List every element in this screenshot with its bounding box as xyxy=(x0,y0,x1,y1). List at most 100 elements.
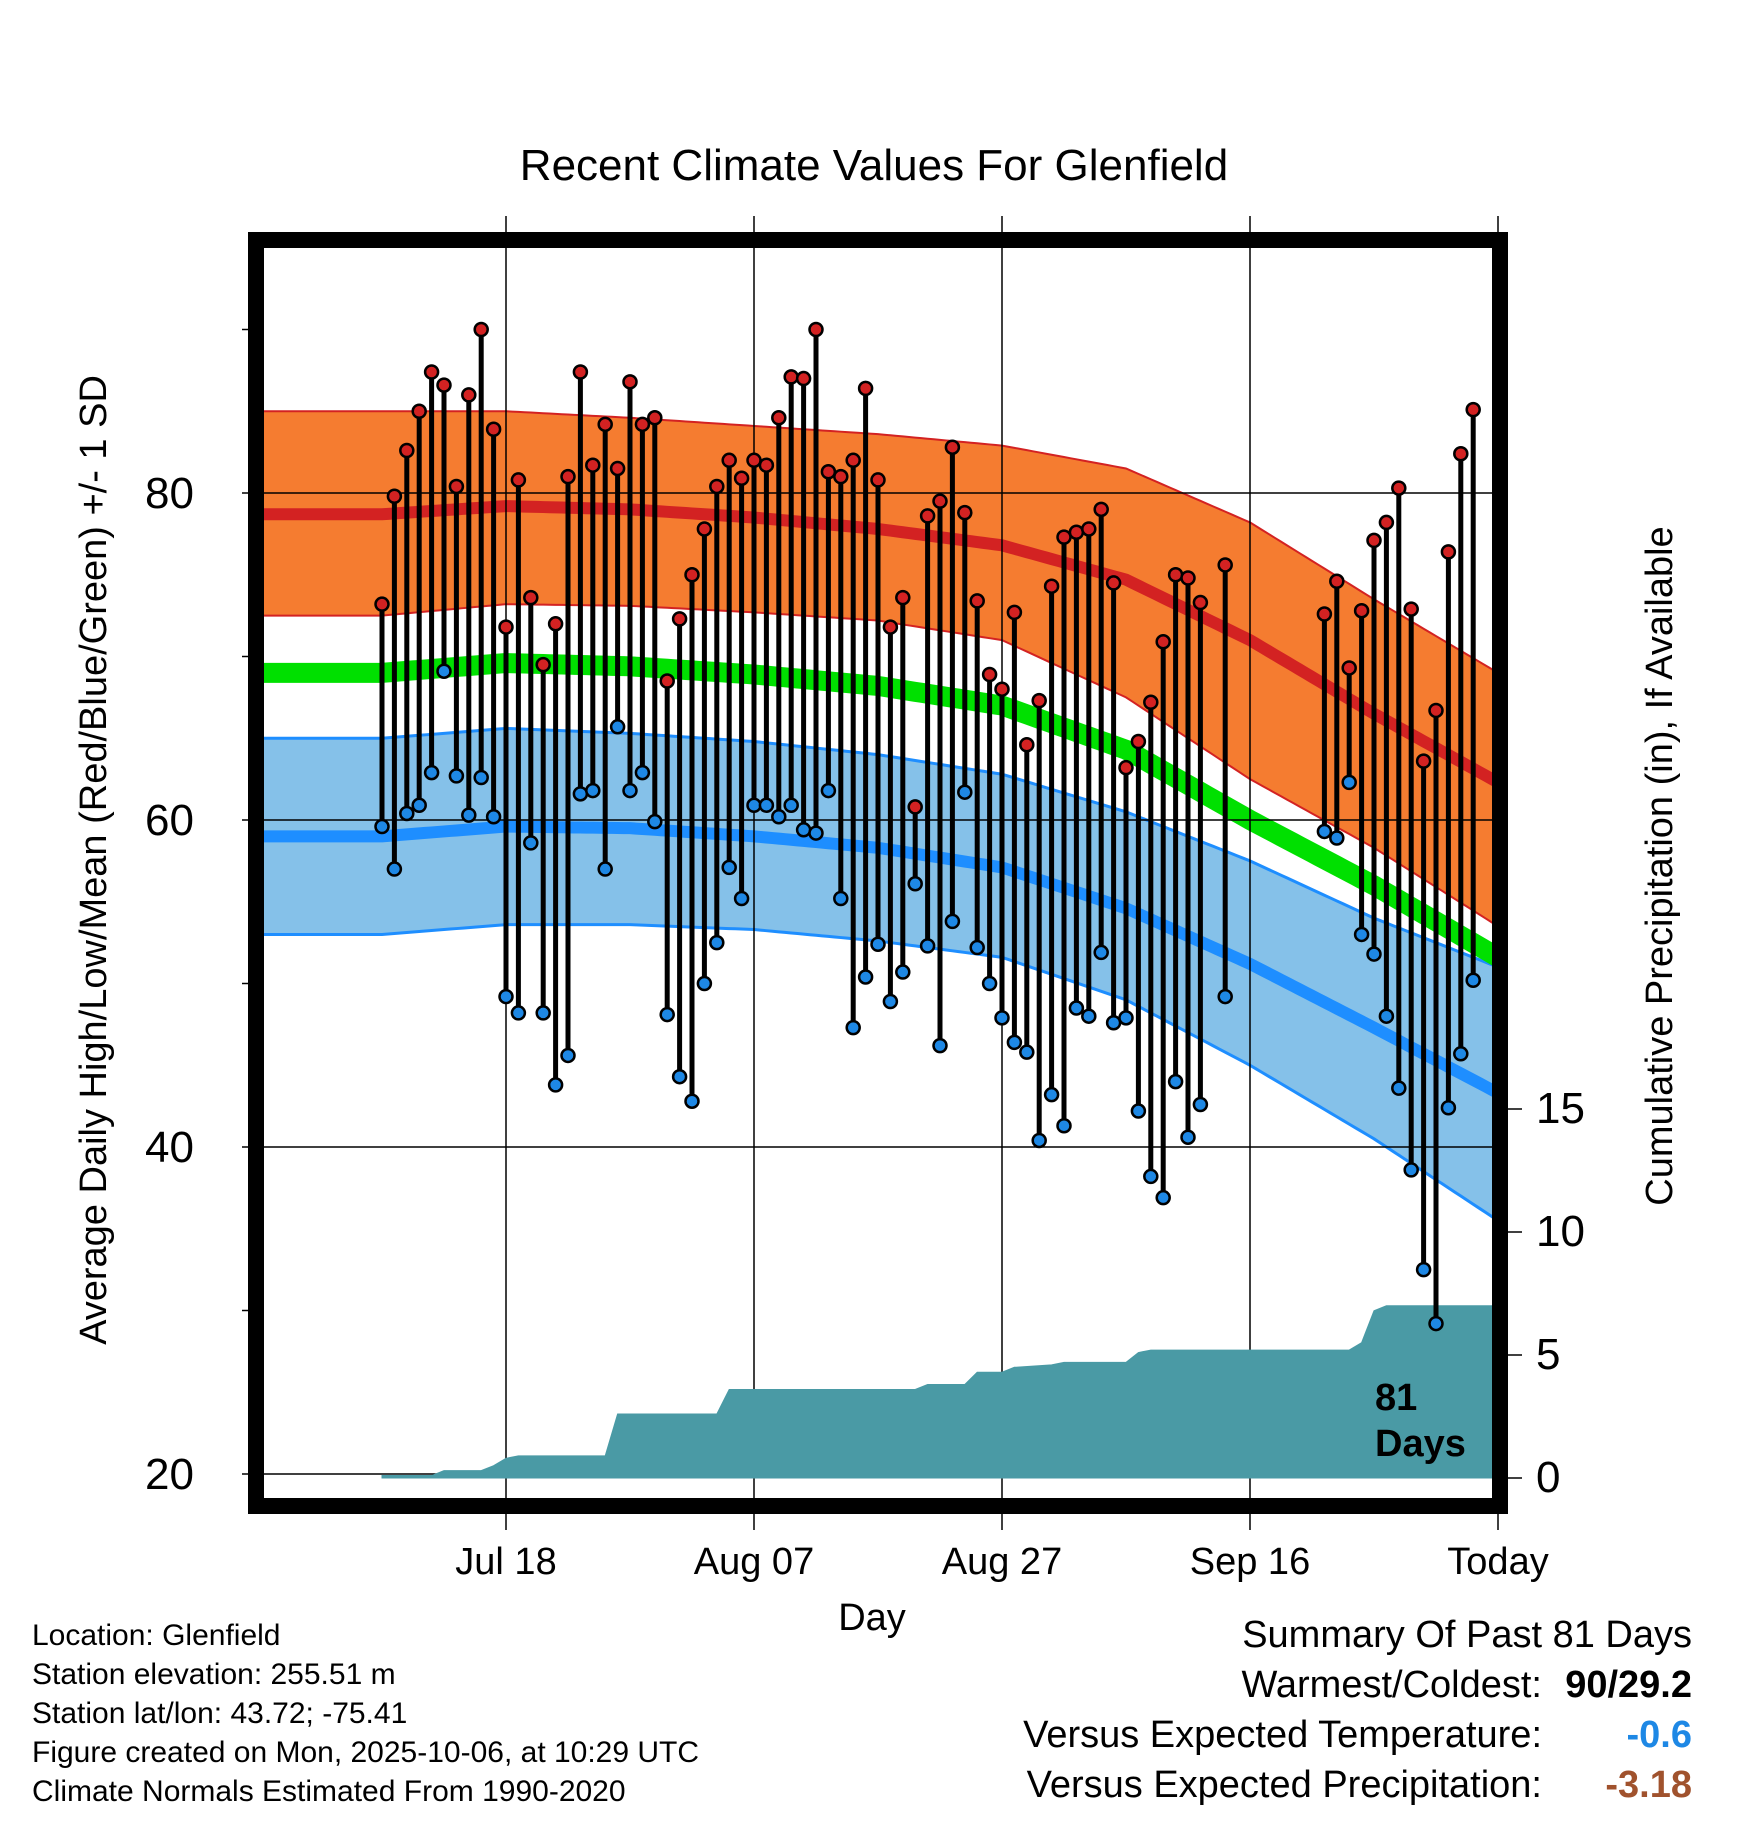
daily-high-point xyxy=(1378,514,1395,531)
daily-low-point xyxy=(907,876,923,892)
daily-low-point xyxy=(1155,1189,1171,1206)
daily-low-point xyxy=(746,797,762,814)
daily-low-point xyxy=(1118,1010,1134,1026)
plot-area xyxy=(248,232,1508,1514)
x-tick-label: Aug 07 xyxy=(694,1541,814,1583)
daily-low-point xyxy=(498,988,514,1005)
daily-low-point xyxy=(597,861,613,877)
daily-low-point xyxy=(969,939,985,956)
y2-tick-label: 10 xyxy=(1536,1207,1585,1256)
daily-low-point xyxy=(1217,988,1233,1005)
daily-high-point xyxy=(1465,401,1481,418)
daily-low-point xyxy=(820,782,837,799)
daily-high-point xyxy=(857,380,874,397)
daily-high-point xyxy=(585,457,601,473)
daily-low-point xyxy=(808,825,824,841)
daily-low-point xyxy=(857,969,874,985)
y-tick-label: 40 xyxy=(145,1123,194,1172)
daily-low-point xyxy=(1130,1103,1147,1119)
daily-high-point xyxy=(659,673,675,689)
daily-low-point xyxy=(411,797,427,814)
daily-high-point xyxy=(1118,759,1134,776)
daily-low-point xyxy=(1068,1000,1085,1016)
daily-high-point xyxy=(1428,702,1444,719)
daily-high-point xyxy=(1366,532,1382,549)
daily-high-point xyxy=(374,596,390,612)
daily-low-point xyxy=(895,964,911,980)
daily-low-point xyxy=(1180,1129,1196,1145)
daily-low-point xyxy=(1019,1044,1035,1060)
daily-high-point xyxy=(448,478,465,495)
daily-high-point xyxy=(1217,557,1233,573)
daily-low-point xyxy=(758,797,775,814)
daily-low-point xyxy=(882,993,899,1010)
daily-high-point xyxy=(994,681,1010,697)
daily-low-point xyxy=(485,808,502,825)
summary-title: Summary Of Past 81 Days xyxy=(1242,1614,1692,1656)
daily-high-point xyxy=(981,666,998,683)
daily-high-point xyxy=(1130,733,1147,750)
daily-high-point xyxy=(684,567,700,583)
daily-low-point xyxy=(696,975,713,992)
daily-low-point xyxy=(423,764,440,781)
daily-high-point xyxy=(609,460,626,477)
daily-low-point xyxy=(510,1005,527,1021)
latlon-text: Station lat/lon: 43.72; -75.41 xyxy=(32,1697,408,1730)
daily-high-point xyxy=(1056,529,1072,545)
daily-high-point xyxy=(746,452,762,469)
daily-high-point xyxy=(597,416,613,433)
daily-high-point xyxy=(1453,446,1469,462)
daily-high-point xyxy=(647,410,663,426)
warm-cold-label: Warmest/Coldest: xyxy=(1241,1664,1542,1706)
daily-high-point xyxy=(498,619,514,635)
daily-high-point xyxy=(547,616,564,632)
daily-low-point xyxy=(374,818,390,835)
plot-frame xyxy=(248,232,1508,1514)
daily-low-point xyxy=(1316,823,1333,840)
daily-high-point xyxy=(733,470,750,487)
daily-low-point xyxy=(1167,1073,1184,1090)
daily-high-point xyxy=(622,374,638,390)
daily-high-point xyxy=(510,472,527,488)
location-text: Location: Glenfield xyxy=(32,1619,281,1652)
daily-high-point xyxy=(423,364,440,380)
daily-low-point xyxy=(932,1037,948,1054)
y2-tick-label: 0 xyxy=(1536,1453,1560,1502)
daily-low-point xyxy=(845,1019,861,1036)
daily-high-point xyxy=(572,364,589,380)
daily-low-point xyxy=(572,786,589,802)
daily-low-point xyxy=(833,890,849,907)
daily-high-point xyxy=(795,370,812,387)
daily-low-point xyxy=(436,663,452,679)
daily-low-point xyxy=(1378,1008,1395,1024)
daily-high-point xyxy=(969,593,985,609)
temp-anomaly-label: Versus Expected Temperature: xyxy=(1023,1714,1542,1756)
summary-temp-row: Versus Expected Temperature: -0.6 xyxy=(1023,1710,1692,1760)
daily-low-point xyxy=(560,1047,576,1064)
daily-low-point xyxy=(994,1010,1010,1026)
daily-low-point xyxy=(609,719,626,735)
daily-high-point xyxy=(696,521,713,537)
y-tick-label: 60 xyxy=(145,796,194,845)
daily-high-point xyxy=(808,321,824,338)
plot-inner xyxy=(258,244,1498,1502)
daily-high-point xyxy=(1192,594,1209,611)
daily-high-point xyxy=(473,321,489,338)
cumulative-precip-area xyxy=(381,1305,1498,1479)
daily-high-point xyxy=(1081,521,1097,537)
x-tick-label: Sep 16 xyxy=(1190,1541,1310,1583)
daily-high-point xyxy=(634,416,651,433)
daily-low-point xyxy=(957,784,973,800)
daily-high-point xyxy=(758,457,775,473)
x-tick-label: Jul 18 xyxy=(455,1541,556,1583)
daily-high-point xyxy=(436,377,452,393)
precip-anomaly-value: -3.18 xyxy=(1605,1764,1692,1806)
daily-low-point xyxy=(733,890,750,907)
daily-low-point xyxy=(386,861,403,877)
daily-high-point xyxy=(1105,575,1122,591)
daily-high-point xyxy=(882,619,899,635)
daily-low-point xyxy=(473,769,489,786)
daily-low-point xyxy=(523,835,539,851)
warm-cold-value: 90/29.2 xyxy=(1565,1664,1692,1706)
y2-axis-label: Cumulative Precipitation (in), If Availa… xyxy=(1639,526,1681,1205)
